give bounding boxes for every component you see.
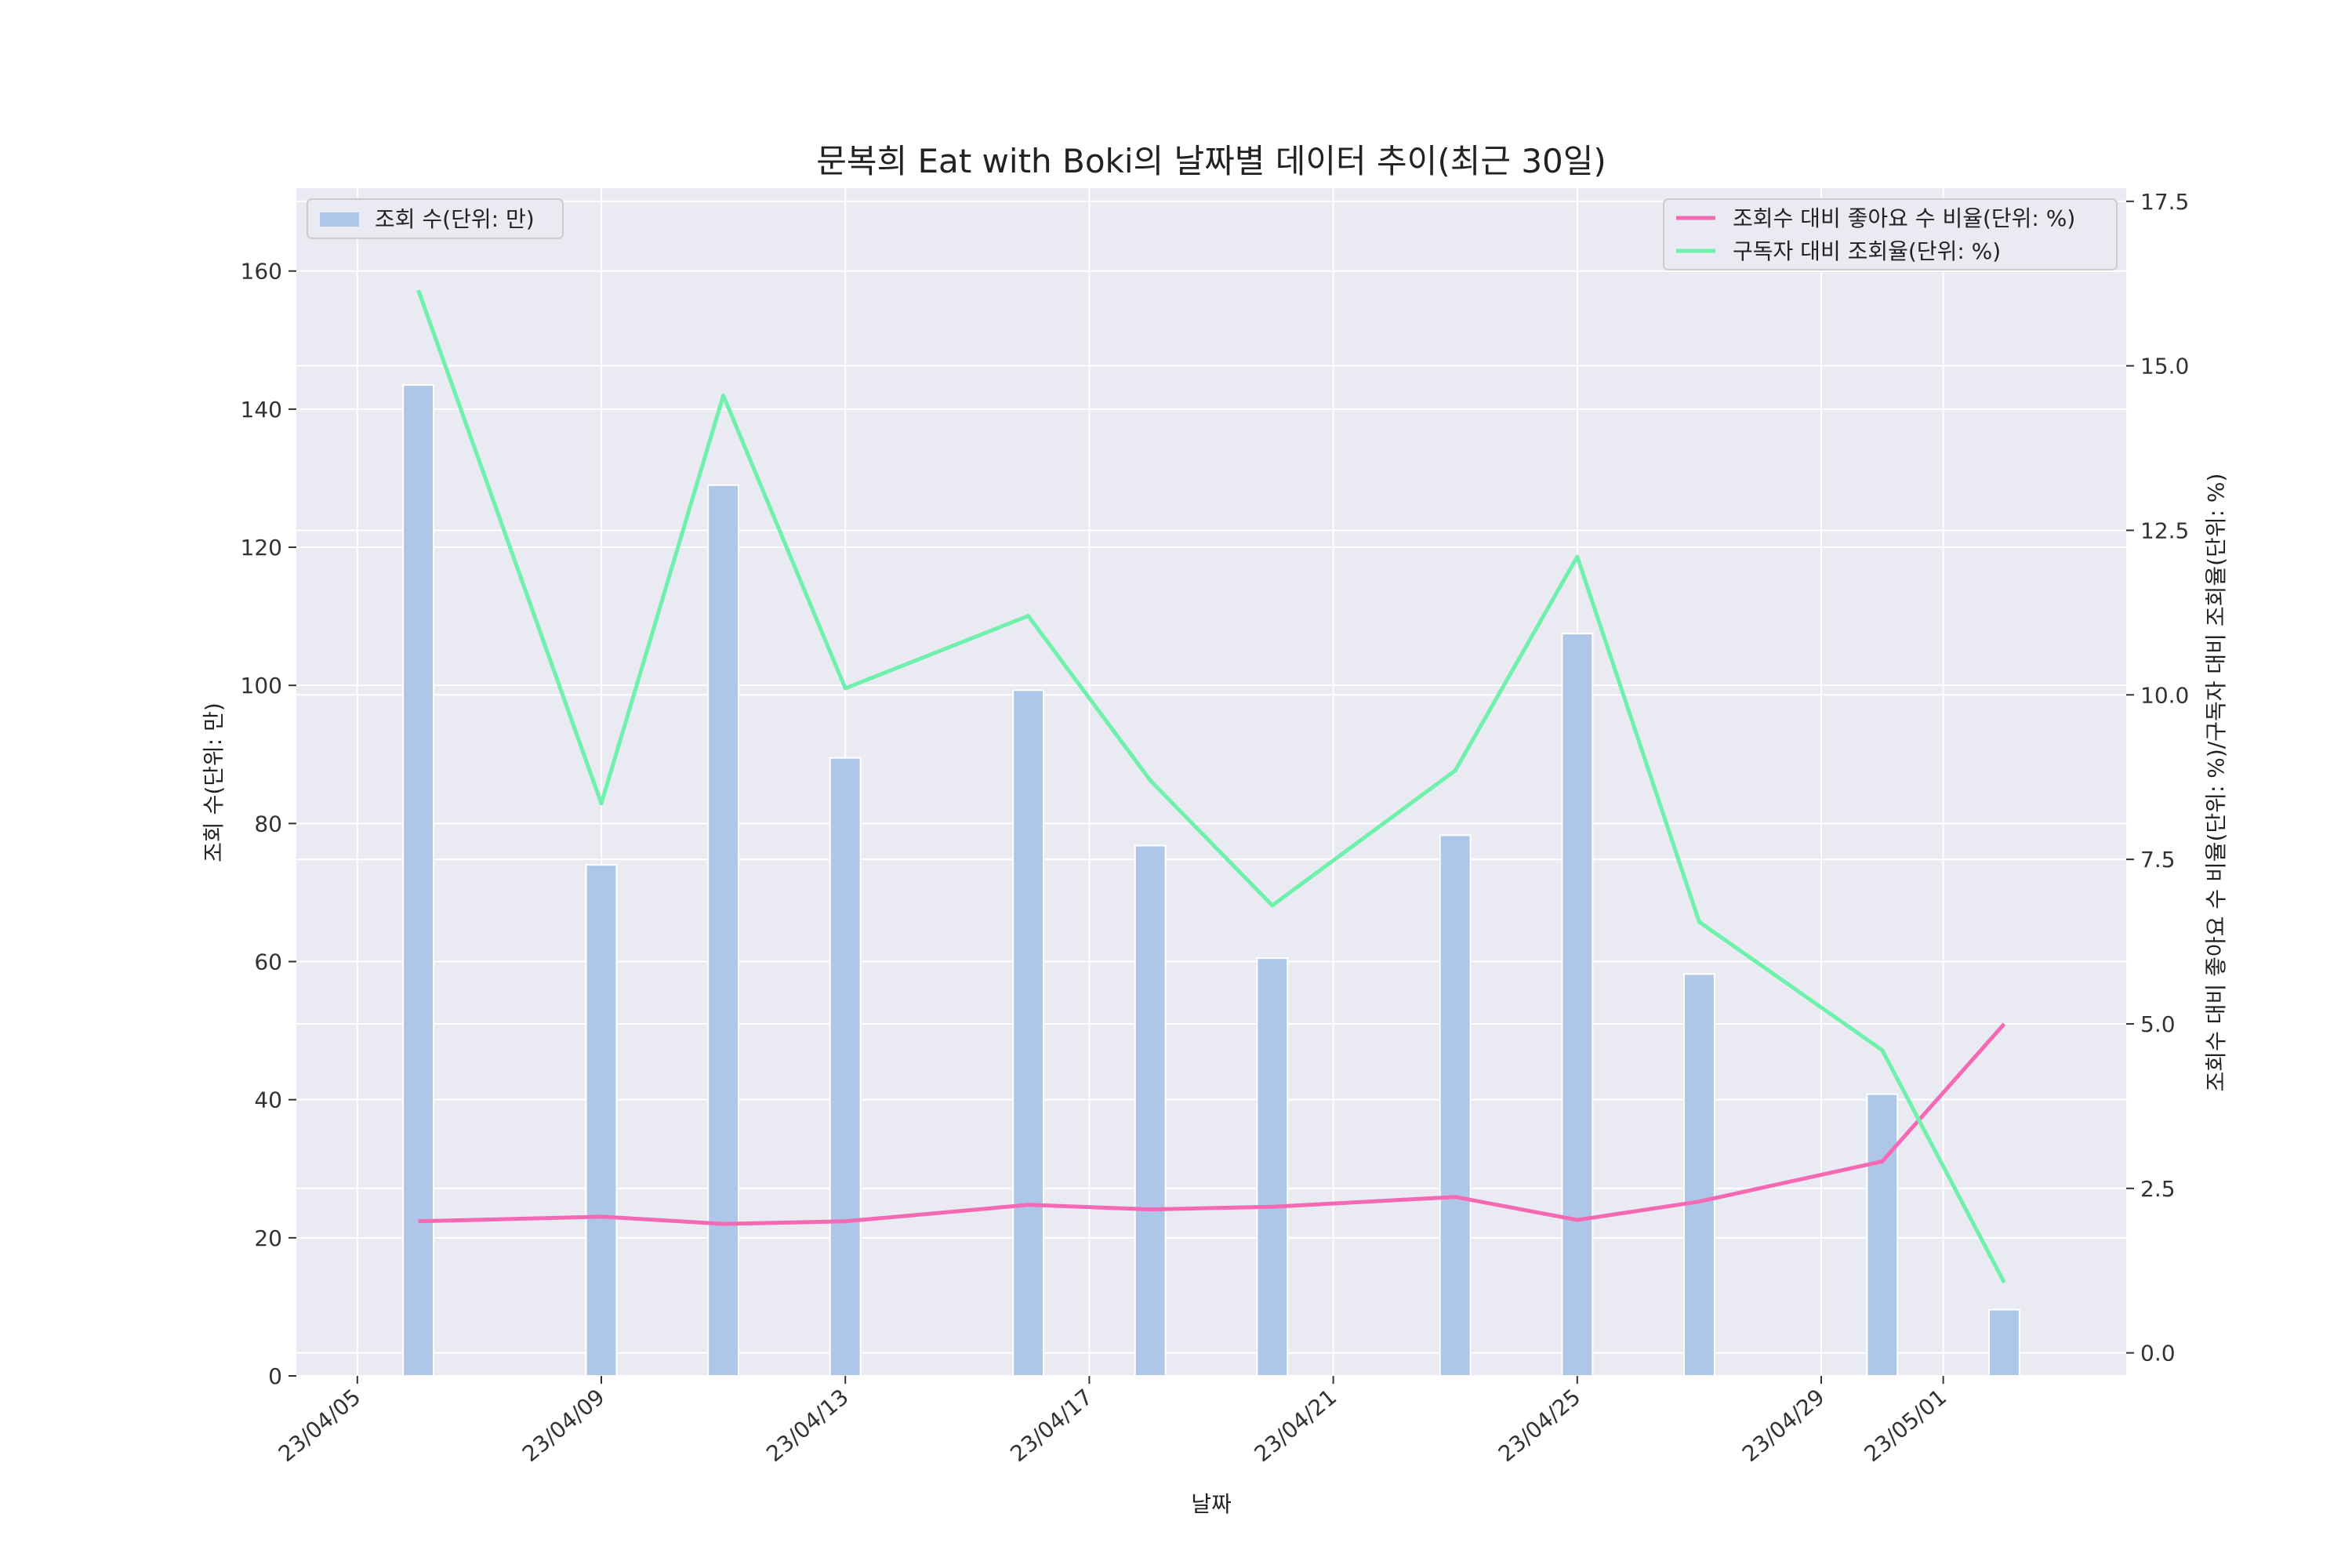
y-left-tick-label: 60 xyxy=(254,949,282,975)
x-tick-label: 23/04/13 xyxy=(761,1384,854,1467)
y-left-tick-label: 80 xyxy=(254,811,282,837)
y-left-tick-label: 100 xyxy=(241,673,282,699)
y-axis-label-left: 조회 수(단위: 만) xyxy=(201,702,227,862)
x-tick-label: 23/04/09 xyxy=(517,1384,610,1467)
x-tick-label: 23/04/21 xyxy=(1250,1384,1342,1467)
bar xyxy=(829,757,862,1377)
x-tick-label: 23/04/29 xyxy=(1737,1384,1830,1467)
bar xyxy=(1866,1093,1899,1377)
lines xyxy=(416,289,2006,1283)
y-left-tick-label: 20 xyxy=(254,1225,282,1251)
x-axis-label: 날짜 xyxy=(1191,1491,1232,1517)
y-left-tick-label: 40 xyxy=(254,1087,282,1113)
legend-label-subscriber-ratio: 구독자 대비 조회율(단위: %) xyxy=(1733,238,2001,264)
legend-label-views: 조회 수(단위: 만) xyxy=(375,206,535,232)
x-tick-label: 23/05/01 xyxy=(1860,1384,1952,1467)
y-right-tick-label: 12.5 xyxy=(2140,517,2189,543)
bar xyxy=(1256,957,1289,1377)
y-left-tick-label: 120 xyxy=(241,535,282,561)
bar xyxy=(1561,633,1594,1377)
y-right-tick-label: 10.0 xyxy=(2140,682,2189,708)
bar xyxy=(402,384,435,1377)
legend-label-like-ratio: 조회수 대비 좋아요 수 비율(단위: %) xyxy=(1733,205,2075,231)
y-axis-label-right: 조회수 대비 좋아요 수 비율(단위: %)/구독자 대비 조회율(단위: %) xyxy=(2203,474,2229,1092)
y-right-tick-label: 2.5 xyxy=(2140,1176,2176,1202)
x-tick-label: 23/04/17 xyxy=(1005,1384,1098,1467)
legend-swatch-views xyxy=(320,212,359,227)
y-left-tick-label: 0 xyxy=(268,1363,282,1389)
legend-left-box xyxy=(307,198,564,239)
y-left-tick-label: 140 xyxy=(241,397,282,423)
bar xyxy=(1439,834,1472,1377)
y-right-tick-label: 15.0 xyxy=(2140,354,2189,379)
chart-title: 문복희 Eat with Boki의 날짜별 데이터 추이(최근 30일) xyxy=(816,142,1606,180)
bar xyxy=(1682,973,1715,1377)
y-right-tick-label: 7.5 xyxy=(2140,847,2176,873)
bar xyxy=(707,484,740,1377)
like-ratio-line xyxy=(418,1022,2006,1226)
bar xyxy=(1987,1308,2020,1377)
legend-right: 조회수 대비 좋아요 수 비율(단위: %) 구독자 대비 조회율(단위: %) xyxy=(1663,198,2118,270)
y-left-tick-label: 160 xyxy=(241,259,282,285)
subscriber-ratio-line xyxy=(416,289,2006,1283)
y-right-tick-label: 5.0 xyxy=(2140,1011,2176,1037)
legend-left: 조회 수(단위: 만) xyxy=(307,198,564,239)
x-tick-label: 23/04/05 xyxy=(274,1384,366,1467)
y-right-tick-label: 17.5 xyxy=(2140,189,2189,215)
legend-right-box xyxy=(1663,198,2118,270)
y-right-tick-label: 0.0 xyxy=(2140,1341,2176,1367)
bar xyxy=(585,864,618,1377)
bars xyxy=(402,384,2020,1377)
x-tick-label: 23/04/25 xyxy=(1494,1384,1586,1467)
bar xyxy=(1012,689,1045,1377)
bar xyxy=(1134,844,1167,1377)
